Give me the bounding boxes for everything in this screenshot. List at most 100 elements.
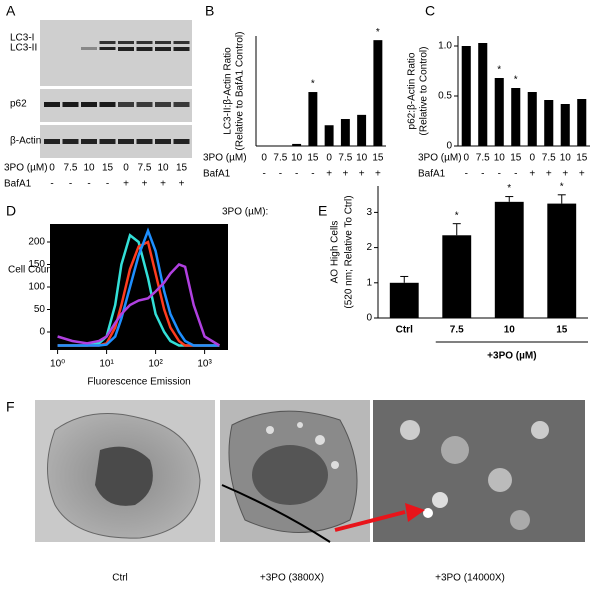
x-tick-label: 0 <box>463 153 469 164</box>
bafa1-label: - <box>311 169 314 180</box>
series-line <box>57 263 221 347</box>
arrow-head <box>405 503 425 522</box>
bafa1-label: + <box>529 169 535 180</box>
panel-label: C <box>425 3 435 19</box>
band <box>81 47 97 50</box>
y-tick-label: 200 <box>28 237 45 248</box>
x-tick-label: 10 <box>356 153 368 164</box>
panel-label: B <box>205 3 214 19</box>
bar <box>308 92 318 146</box>
lane-label: 7.5 <box>138 163 152 174</box>
band <box>99 139 116 144</box>
x-axis-label: Fluorescence Emission <box>87 377 190 388</box>
y-tick-label: 0 <box>39 327 45 338</box>
lane-label: - <box>69 179 72 190</box>
x-tick-label: 0 <box>326 153 332 164</box>
band <box>155 47 171 51</box>
x-tick-label: 10 <box>291 153 303 164</box>
y-tick-label: 50 <box>34 304 46 315</box>
y-axis-label: p62:β-Actin Ratio <box>407 52 418 129</box>
band <box>136 102 153 107</box>
blot-strip <box>40 20 192 86</box>
band <box>44 102 60 107</box>
significance: * <box>311 79 315 90</box>
bafa1-label: - <box>262 169 265 180</box>
band <box>118 102 134 107</box>
band <box>155 139 171 144</box>
image-caption: Ctrl <box>112 573 128 584</box>
x-tick-label: 7.5 <box>338 153 352 164</box>
y-axis-label: AO High Cells <box>330 221 341 284</box>
y-tick-label: 100 <box>28 282 45 293</box>
bar <box>577 99 587 146</box>
bafa1-label: - <box>279 169 282 180</box>
significance: * <box>514 75 518 86</box>
bar <box>478 43 488 146</box>
bar <box>442 235 472 318</box>
panel-label: A <box>6 3 16 19</box>
x-tick-label: 15 <box>556 325 568 336</box>
row-label: 3PO (µM) <box>203 153 247 164</box>
band-label: β-Actin <box>10 136 41 147</box>
y-tick-label: 0 <box>446 141 452 152</box>
band <box>173 41 190 44</box>
y-tick-label: 0 <box>366 313 372 324</box>
bafa1-label: - <box>465 169 468 180</box>
legend-entry: 10 <box>202 261 214 272</box>
lane-label: 0 <box>123 163 129 174</box>
x-tick-label: 7.5 <box>273 153 287 164</box>
bafa1-label: - <box>514 169 517 180</box>
bar <box>292 143 302 146</box>
band <box>155 102 171 107</box>
x-tick-label: 15 <box>510 153 522 164</box>
band <box>136 139 153 144</box>
nucleus <box>95 446 153 506</box>
bafa1-label: - <box>481 169 484 180</box>
significance: * <box>455 210 459 221</box>
band <box>173 139 190 144</box>
bar <box>389 282 419 318</box>
x-tick-label: 10¹ <box>99 359 114 370</box>
nucleus <box>252 445 328 505</box>
band <box>81 102 97 107</box>
x-tick-label: 7.5 <box>542 153 556 164</box>
row-label: 3PO (µM) <box>4 163 48 174</box>
y-axis-label: (520 nm; Relative To Ctrl) <box>344 195 355 308</box>
legend-entry: 7.5 <box>202 246 216 257</box>
lane-label: + <box>123 179 129 190</box>
lane-label: + <box>160 179 166 190</box>
y-tick-label: 3 <box>366 207 372 218</box>
x-tick-label: 10² <box>148 359 163 370</box>
band <box>99 41 116 44</box>
bafa1-label: + <box>326 169 332 180</box>
y-axis-label: Cell Count <box>8 265 55 276</box>
bar <box>340 119 350 146</box>
band <box>173 102 190 107</box>
lane-label: + <box>179 179 185 190</box>
band <box>118 47 134 51</box>
y-tick-label: 150 <box>28 259 45 270</box>
significance: * <box>497 65 501 76</box>
band-label: LC3-II <box>10 43 37 54</box>
panel-label: E <box>318 203 327 219</box>
image-14000x <box>373 400 585 542</box>
bar <box>494 78 504 146</box>
row-label: BafA1 <box>4 179 32 190</box>
lane-label: - <box>50 179 53 190</box>
micrographs <box>35 400 585 543</box>
bafa1-label: + <box>579 169 585 180</box>
band <box>99 102 116 107</box>
x-tick-label: 10³ <box>197 359 212 370</box>
legend-entry: 0 <box>202 231 208 242</box>
x-tick-label: 0 <box>261 153 267 164</box>
lane-label: 7.5 <box>64 163 78 174</box>
lane-label: + <box>142 179 148 190</box>
bar <box>324 125 334 146</box>
x-tick-label: 0 <box>529 153 535 164</box>
lane-label: 10 <box>157 163 169 174</box>
band <box>62 102 79 107</box>
x-tick-label: 15 <box>576 153 588 164</box>
x-tick-label: 10⁰ <box>50 359 65 370</box>
x-tick-label: 7.5 <box>450 325 464 336</box>
